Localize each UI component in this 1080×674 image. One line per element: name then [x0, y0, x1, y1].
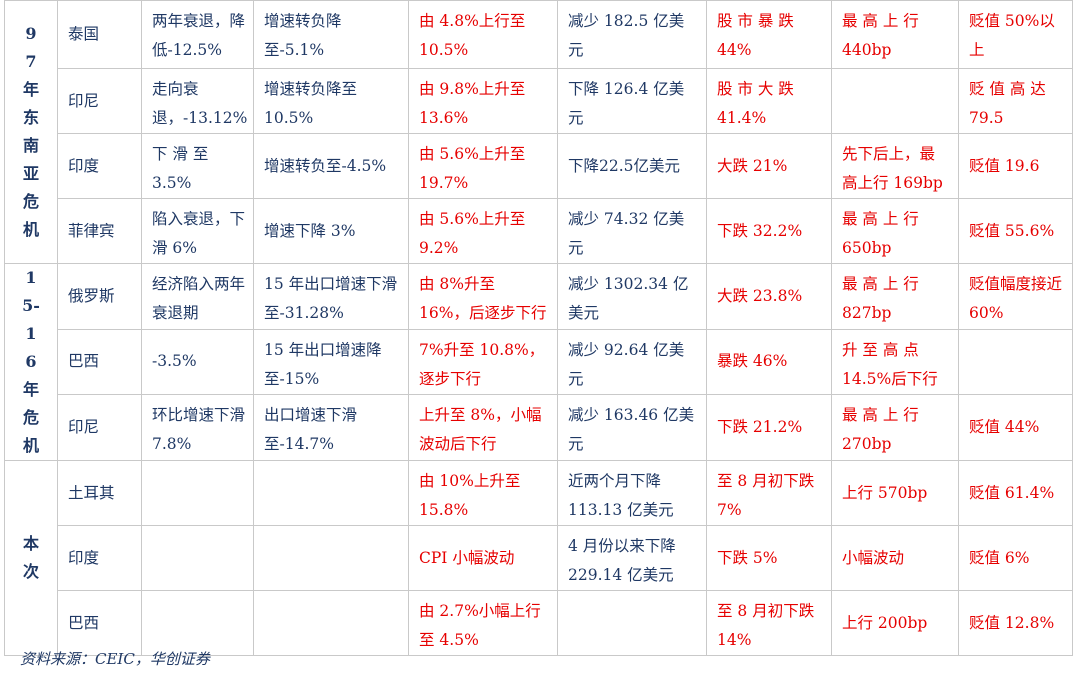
fx-cell: 贬值 44% [958, 394, 1073, 461]
country-cell: 巴西 [57, 328, 142, 396]
fx-cell: 贬值 61.4% [958, 460, 1073, 526]
table-row: 本次 土耳其 由 10%上升至15.8% 近两个月下降113.13 亿美元 至 … [4, 460, 1073, 656]
cpi-cell: CPI 小幅波动 [408, 525, 558, 591]
cpi-cell: 上升至 8%，小幅波动后下行 [408, 394, 558, 461]
table-row: 菲律宾 陷入衰退，下滑 6% 增速下降 3% 由 5.6%上升至9.2% 减少 … [5, 198, 1073, 264]
yields-cell: 上行 200bp [831, 590, 959, 656]
reserves-cell [557, 590, 707, 656]
country-cell: 菲律宾 [57, 198, 142, 264]
stocks-cell: 股 市 大 跌41.4% [706, 68, 832, 134]
stocks-cell: 暴跌 46% [706, 328, 832, 396]
yields-cell: 小幅波动 [831, 525, 959, 591]
table-row: 15-16年危机 俄罗斯 经济陷入两年衰退期 15 年出口增速下滑至-31.28… [4, 263, 1073, 461]
stocks-cell: 下跌 21.2% [706, 394, 832, 461]
exports-cell [253, 590, 409, 656]
country-cell: 土耳其 [57, 460, 142, 526]
country-cell: 印度 [57, 525, 142, 591]
period-label: 97年东南亚危机 [4, 0, 58, 264]
exports-cell: 增速下降 3% [253, 198, 409, 264]
reserves-cell: 下降 126.4 亿美元 [557, 68, 707, 134]
gdp-cell: 经济陷入两年衰退期 [141, 263, 254, 330]
gdp-cell: 走向衰退，-13.12% [141, 68, 254, 134]
reserves-cell: 近两个月下降113.13 亿美元 [557, 460, 707, 526]
country-cell: 印度 [57, 133, 142, 199]
period-label: 15-16年危机 [4, 263, 58, 461]
yields-cell: 最 高 上 行440bp [831, 0, 959, 69]
reserves-cell: 减少 74.32 亿美元 [557, 198, 707, 264]
cpi-cell: 由 4.8%上行至10.5% [408, 0, 558, 69]
cpi-cell: 由 5.6%上升至9.2% [408, 198, 558, 264]
exports-cell: 增速转负降至-5.1% [253, 0, 409, 69]
gdp-cell: 陷入衰退，下滑 6% [141, 198, 254, 264]
exports-cell: 15 年出口增速降至-15% [253, 328, 409, 396]
country-cell: 印尼 [57, 68, 142, 134]
stocks-cell: 至 8 月初下跌14% [706, 590, 832, 656]
fx-cell: 贬值 19.6 [958, 133, 1073, 199]
crisis-comparison-table: 97年东南亚危机 泰国 两年衰退，降低-12.5% 增速转负降至-5.1% 由 … [4, 0, 1073, 656]
reserves-cell: 下降22.5亿美元 [557, 133, 707, 199]
table-row: 巴西 -3.5% 15 年出口增速降至-15% 7%升至 10.8%，逐步下行 … [5, 328, 1073, 396]
cpi-cell: 由 10%上升至15.8% [408, 460, 558, 526]
reserves-cell: 减少 1302.34 亿美元 [557, 263, 707, 330]
gdp-cell: 两年衰退，降低-12.5% [141, 0, 254, 69]
yields-cell: 先下后上，最高上行 169bp [831, 133, 959, 199]
gdp-cell [141, 525, 254, 591]
cpi-cell: 由 9.8%上升至13.6% [408, 68, 558, 134]
fx-cell: 贬值 50%以上 [958, 0, 1073, 69]
yields-cell: 升 至 高 点14.5%后下行 [831, 328, 959, 396]
fx-cell: 贬值 12.8% [958, 590, 1073, 656]
cpi-cell: 由 5.6%上升至19.7% [408, 133, 558, 199]
fx-cell: 贬值幅度接近 60% [958, 263, 1073, 330]
stocks-cell: 至 8 月初下跌7% [706, 460, 832, 526]
yields-cell: 最 高 上 行650bp [831, 198, 959, 264]
fx-cell: 贬值 6% [958, 525, 1073, 591]
cpi-cell: 由 8%升至 16%，后逐步下行 [408, 263, 558, 330]
cpi-cell: 由 2.7%小幅上行至 4.5% [408, 590, 558, 656]
country-cell: 巴西 [57, 590, 142, 656]
source-note: 资料来源：CEIC，华创证券 [20, 650, 210, 668]
yields-cell: 上行 570bp [831, 460, 959, 526]
gdp-cell: -3.5% [141, 328, 254, 396]
yields-cell: 最 高 上 行270bp [831, 394, 959, 461]
yields-cell [831, 68, 959, 134]
exports-cell: 增速转负至-4.5% [253, 133, 409, 199]
stocks-cell: 下跌 5% [706, 525, 832, 591]
gdp-cell [141, 460, 254, 526]
stocks-cell: 股 市 暴 跌44% [706, 0, 832, 69]
period-label: 本次 [4, 460, 58, 656]
exports-cell: 增速转负降至10.5% [253, 68, 409, 134]
gdp-cell [141, 590, 254, 656]
country-cell: 泰国 [57, 0, 142, 69]
gdp-cell: 环比增速下滑 7.8% [141, 394, 254, 461]
fx-cell: 贬值 55.6% [958, 198, 1073, 264]
exports-cell: 15 年出口增速下滑至-31.28% [253, 263, 409, 330]
stocks-cell: 下跌 32.2% [706, 198, 832, 264]
stocks-cell: 大跌 23.8% [706, 263, 832, 330]
gdp-cell: 下 滑 至3.5% [141, 133, 254, 199]
reserves-cell: 4 月份以来下降229.14 亿美元 [557, 525, 707, 591]
fx-cell: 贬 值 高 达79.5 [958, 68, 1073, 134]
fx-cell [958, 328, 1073, 396]
table-row: 印尼 走向衰退，-13.12% 增速转负降至10.5% 由 9.8%上升至13.… [5, 68, 1073, 134]
reserves-cell: 减少 92.64 亿美元 [557, 328, 707, 396]
table-row: 印度 下 滑 至3.5% 增速转负至-4.5% 由 5.6%上升至19.7% 下… [5, 133, 1073, 199]
table-row: 印尼 环比增速下滑 7.8% 出口增速下滑至-14.7% 上升至 8%，小幅波动… [5, 394, 1073, 461]
reserves-cell: 减少 182.5 亿美元 [557, 0, 707, 69]
table-row: 印度 CPI 小幅波动 4 月份以来下降229.14 亿美元 下跌 5% 小幅波… [5, 525, 1073, 591]
table-row: 97年东南亚危机 泰国 两年衰退，降低-12.5% 增速转负降至-5.1% 由 … [4, 0, 1073, 264]
stocks-cell: 大跌 21% [706, 133, 832, 199]
exports-cell [253, 460, 409, 526]
country-cell: 俄罗斯 [57, 263, 142, 330]
reserves-cell: 减少 163.46 亿美元 [557, 394, 707, 461]
cpi-cell: 7%升至 10.8%，逐步下行 [408, 328, 558, 396]
table-row: 巴西 由 2.7%小幅上行至 4.5% 至 8 月初下跌14% 上行 200bp… [5, 590, 1073, 656]
country-cell: 印尼 [57, 394, 142, 461]
yields-cell: 最 高 上 行827bp [831, 263, 959, 330]
exports-cell [253, 525, 409, 591]
exports-cell: 出口增速下滑至-14.7% [253, 394, 409, 461]
